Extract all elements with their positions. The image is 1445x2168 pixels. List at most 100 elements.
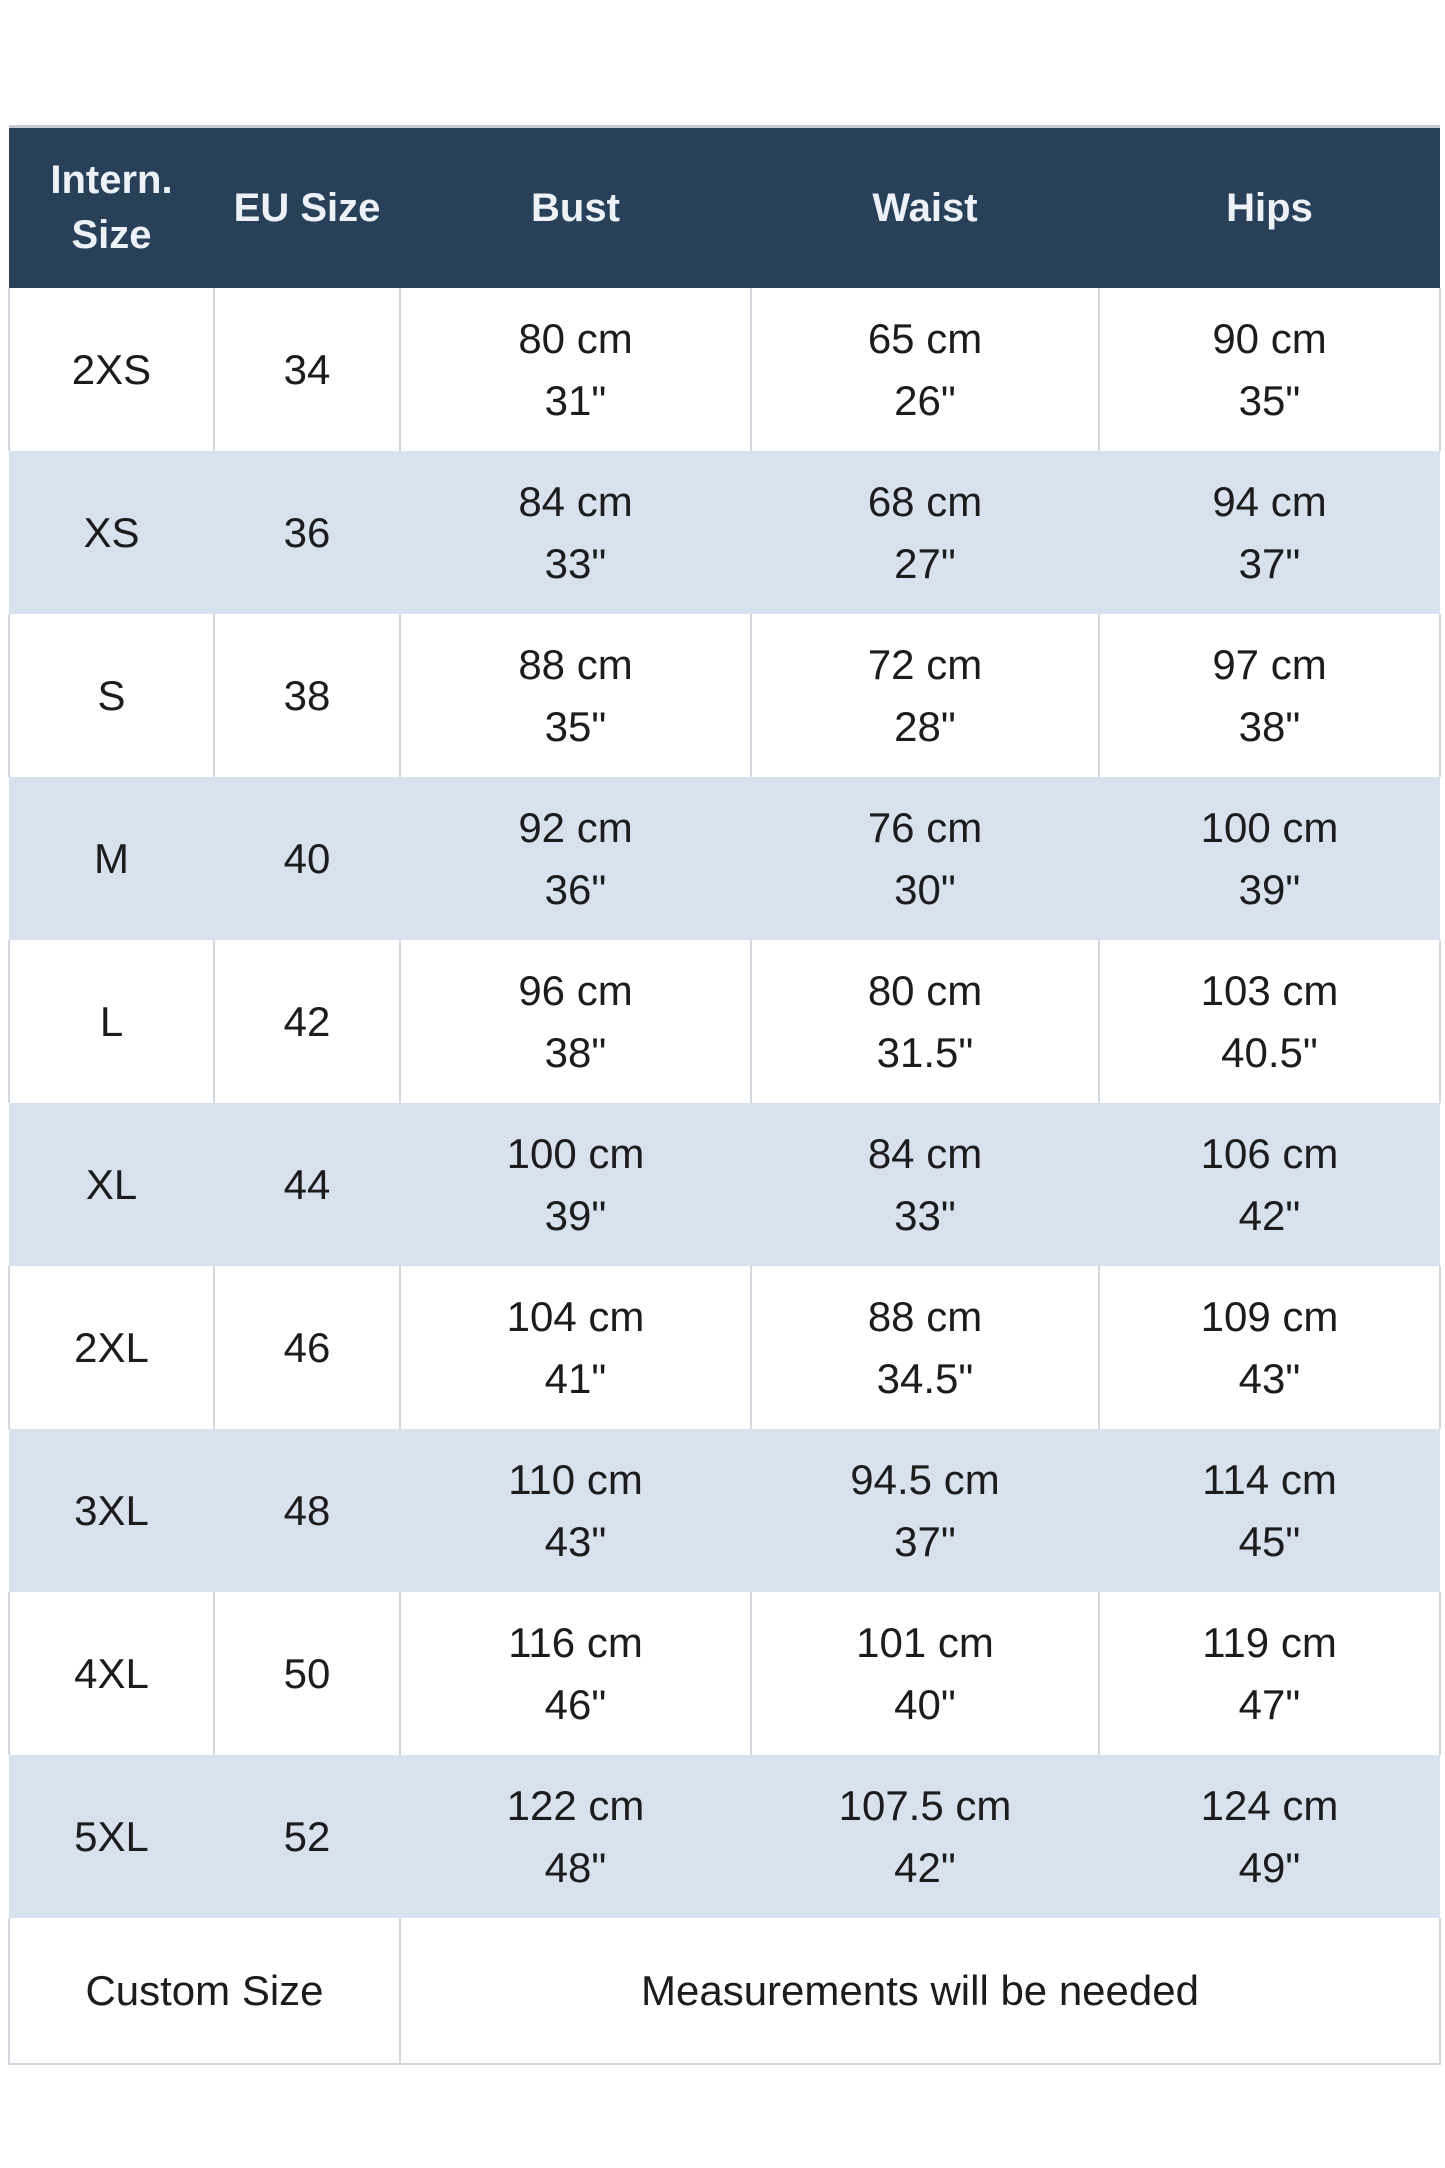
- waist-cell: 88 cm 34.5": [750, 1266, 1099, 1429]
- bust-cell: 116 cm 46": [399, 1592, 751, 1755]
- eu-size-cell: 42: [213, 940, 400, 1103]
- waist-inch-value: 28": [894, 702, 956, 750]
- bust-cell: 80 cm 31": [399, 288, 751, 451]
- hips-cell: 109 cm 43": [1098, 1266, 1441, 1429]
- bust-cm-value: 84 cm: [518, 477, 633, 525]
- bust-cm-value: 80 cm: [518, 314, 633, 362]
- bust-cell: 100 cm 39": [400, 1103, 751, 1266]
- size-row: S 38 88 cm 35" 72 cm 28" 97 cm 38": [8, 614, 1441, 777]
- hips-cm-value: 103 cm: [1200, 966, 1339, 1014]
- waist-cell: 84 cm 33": [751, 1103, 1099, 1266]
- custom-size-row: Custom Size Measurements will be needed: [8, 1918, 1441, 2065]
- hips-inch-value: 43": [1238, 1354, 1301, 1402]
- hips-cell: 100 cm 39": [1099, 777, 1440, 940]
- hips-cell: 124 cm 49": [1099, 1755, 1440, 1918]
- intern-size-cell: XL: [9, 1103, 214, 1266]
- hips-cm-value: 124 cm: [1200, 1781, 1339, 1829]
- size-row: L 42 96 cm 38" 80 cm 31.5" 103 cm 40.5": [8, 940, 1441, 1103]
- hips-inch-value: 38": [1238, 702, 1301, 750]
- waist-inch-value: 34.5": [876, 1354, 974, 1402]
- eu-size-cell: 50: [213, 1592, 400, 1755]
- bust-cm-value: 88 cm: [518, 640, 633, 688]
- bust-inch-value: 31": [544, 376, 607, 424]
- bust-inch-value: 39": [544, 1191, 607, 1239]
- size-row: 3XL 48 110 cm 43" 94.5 cm 37" 114 cm 45": [9, 1429, 1440, 1592]
- eu-size-cell: 38: [213, 614, 400, 777]
- size-row: M 40 92 cm 36" 76 cm 30" 100 cm 39": [9, 777, 1440, 940]
- header-waist: Waist: [751, 126, 1099, 288]
- waist-inch-value: 33": [894, 1191, 956, 1239]
- hips-cell: 103 cm 40.5": [1098, 940, 1441, 1103]
- bust-cm-value: 92 cm: [518, 803, 633, 851]
- waist-cm-value: 72 cm: [867, 640, 983, 688]
- bust-cell: 96 cm 38": [399, 940, 751, 1103]
- header-hips: Hips: [1099, 126, 1440, 288]
- waist-cell: 101 cm 40": [750, 1592, 1099, 1755]
- waist-cm-value: 68 cm: [867, 477, 983, 525]
- intern-size-cell: 4XL: [8, 1592, 214, 1755]
- waist-cm-value: 84 cm: [867, 1129, 983, 1177]
- hips-cm-value: 114 cm: [1202, 1455, 1337, 1503]
- hips-cell: 94 cm 37": [1099, 451, 1440, 614]
- hips-cm-value: 94 cm: [1212, 477, 1327, 525]
- waist-cm-value: 76 cm: [867, 803, 983, 851]
- size-row: XS 36 84 cm 33" 68 cm 27" 94 cm 37": [9, 451, 1440, 614]
- eu-size-cell: 46: [213, 1266, 400, 1429]
- waist-cell: 72 cm 28": [750, 614, 1099, 777]
- intern-size-cell: 5XL: [9, 1755, 214, 1918]
- hips-inch-value: 45": [1238, 1517, 1301, 1565]
- intern-size-cell: S: [8, 614, 214, 777]
- bust-cell: 122 cm 48": [400, 1755, 751, 1918]
- custom-size-note: Measurements will be needed: [399, 1918, 1441, 2065]
- hips-inch-value: 42": [1238, 1191, 1301, 1239]
- hips-cm-value: 97 cm: [1212, 640, 1327, 688]
- hips-inch-value: 37": [1238, 539, 1301, 587]
- waist-cm-value: 88 cm: [867, 1292, 983, 1340]
- hips-cm-value: 90 cm: [1212, 314, 1327, 362]
- waist-cm-value: 65 cm: [867, 314, 983, 362]
- hips-inch-value: 39": [1238, 865, 1301, 913]
- bust-inch-value: 36": [544, 865, 607, 913]
- size-table-body: 2XS 34 80 cm 31" 65 cm 26" 90 cm 35" XS …: [8, 288, 1441, 1918]
- intern-size-cell: L: [8, 940, 214, 1103]
- waist-cell: 65 cm 26": [750, 288, 1099, 451]
- eu-size-cell: 36: [214, 451, 400, 614]
- eu-size-cell: 48: [214, 1429, 400, 1592]
- eu-size-cell: 40: [214, 777, 400, 940]
- custom-size-label: Custom Size: [8, 1918, 400, 2065]
- waist-inch-value: 37": [894, 1517, 956, 1565]
- waist-cm-value: 80 cm: [867, 966, 983, 1014]
- waist-inch-value: 31.5": [876, 1028, 974, 1076]
- bust-cell: 88 cm 35": [399, 614, 751, 777]
- intern-size-cell: 2XS: [8, 288, 214, 451]
- bust-cell: 84 cm 33": [400, 451, 751, 614]
- hips-cell: 119 cm 47": [1098, 1592, 1441, 1755]
- bust-inch-value: 48": [544, 1843, 607, 1891]
- bust-cm-value: 122 cm: [506, 1781, 645, 1829]
- bust-cm-value: 110 cm: [508, 1455, 643, 1503]
- hips-cm-value: 100 cm: [1200, 803, 1339, 851]
- size-row: 2XL 46 104 cm 41" 88 cm 34.5" 109 cm 43": [8, 1266, 1441, 1429]
- bust-cm-value: 100 cm: [506, 1129, 645, 1177]
- hips-cell: 90 cm 35": [1098, 288, 1441, 451]
- waist-cell: 94.5 cm 37": [751, 1429, 1099, 1592]
- bust-cell: 104 cm 41": [399, 1266, 751, 1429]
- header-intern-size: Intern. Size: [9, 126, 214, 288]
- hips-cell: 97 cm 38": [1098, 614, 1441, 777]
- waist-cm-value: 101 cm: [856, 1618, 994, 1666]
- intern-size-cell: XS: [9, 451, 214, 614]
- bust-inch-value: 35": [544, 702, 607, 750]
- bust-cm-value: 104 cm: [506, 1292, 645, 1340]
- waist-inch-value: 40": [894, 1680, 956, 1728]
- size-chart: Intern. Size EU Size Bust Waist Hips 2XS…: [8, 125, 1441, 2065]
- bust-inch-value: 43": [544, 1517, 607, 1565]
- waist-inch-value: 30": [894, 865, 956, 913]
- bust-cm-value: 116 cm: [508, 1618, 643, 1666]
- bust-inch-value: 41": [544, 1354, 607, 1402]
- bust-inch-value: 38": [544, 1028, 607, 1076]
- hips-inch-value: 35": [1238, 376, 1301, 424]
- eu-size-cell: 44: [214, 1103, 400, 1266]
- bust-cell: 110 cm 43": [400, 1429, 751, 1592]
- eu-size-cell: 52: [214, 1755, 400, 1918]
- hips-inch-value: 40.5": [1221, 1028, 1318, 1076]
